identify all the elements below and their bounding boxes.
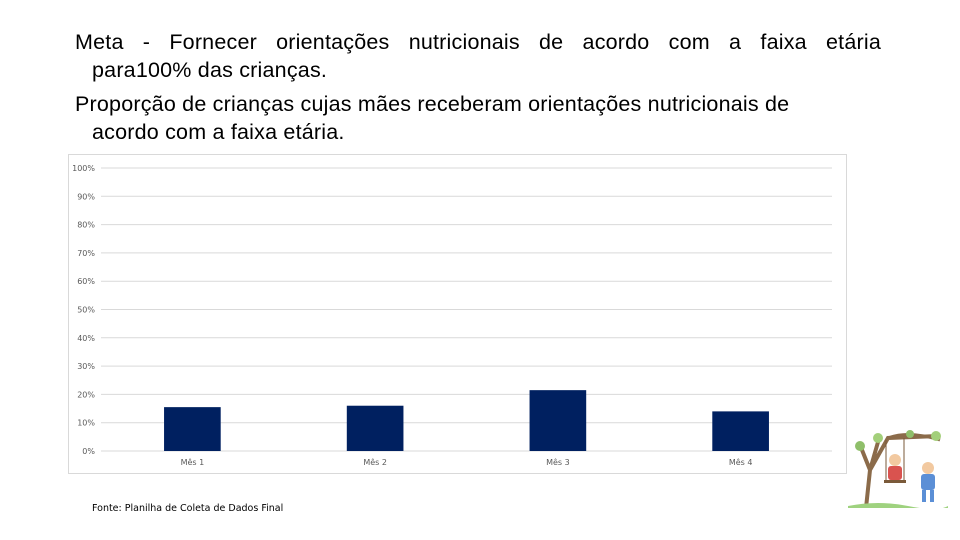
y-tick-label: 80% [77,221,95,230]
bar [712,411,769,451]
x-tick-label: Mês 4 [729,457,753,467]
y-tick-label: 60% [77,277,95,286]
bar-chart: 0% 10% 20% 30% 40% 50% 60% 70% 80% 90% 100% Mês 1 Mê… [72,164,832,467]
bar [529,390,587,451]
y-tick-label: 10% [77,419,95,428]
bar [164,407,221,451]
bar-chart-frame: 0% 10% 20% 30% 40% 50% 60% 70% 80% 90% 100% Mês 1 Mê… [68,154,847,474]
y-tick-label: 40% [77,334,95,343]
children-on-tree-swing-illustration [848,430,948,508]
y-tick-label: 0% [82,447,95,456]
x-tick-label: Mês 3 [546,457,570,467]
chart-description: Proporção de crianças cujas mães receber… [75,90,881,146]
x-tick-label: Mês 2 [363,457,387,467]
y-tick-label: 20% [77,390,95,399]
source-note: Fonte: Planilha de Coleta de Dados Final [92,503,284,514]
y-tick-label: 70% [77,249,95,258]
chart-description-line-1: Proporção de crianças cujas mães receber… [75,92,790,116]
y-tick-label: 100% [72,164,95,173]
goal-text-line-2: para100% das crianças. [92,58,328,82]
goal-text: Meta - Fornecer orientações nutricionais… [75,28,881,84]
goal-text-line-1: Meta - Fornecer orientações nutricionais… [75,30,881,54]
y-tick-label: 50% [77,306,95,315]
y-tick-label: 90% [77,192,95,201]
bar [346,405,404,451]
chart-description-line-2: acordo com a faixa etária. [92,120,345,144]
x-tick-label: Mês 1 [181,457,205,467]
y-tick-label: 30% [77,362,95,371]
